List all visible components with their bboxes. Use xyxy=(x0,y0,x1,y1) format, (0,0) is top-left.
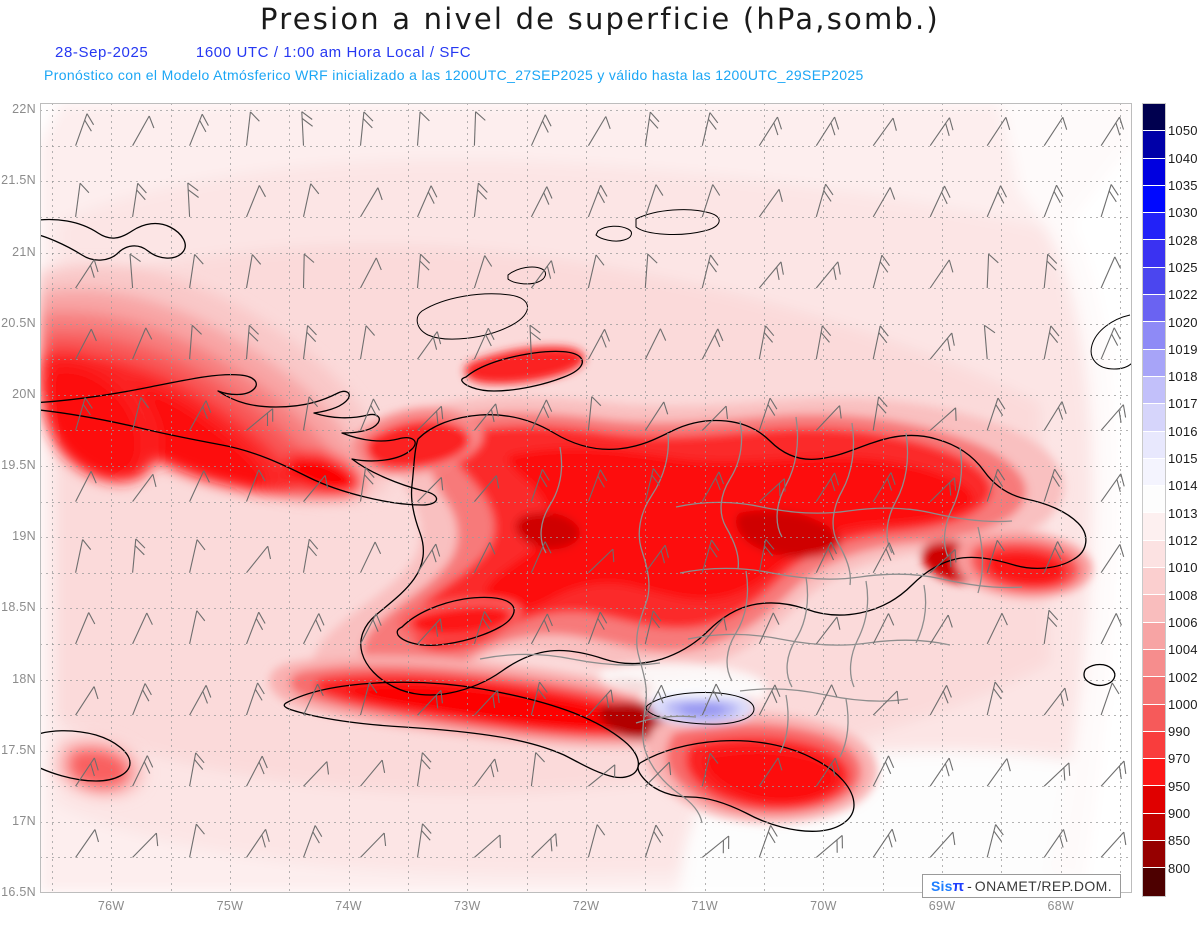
latitude-tick-label: 22N xyxy=(12,102,36,117)
latitude-tick-label: 16.5N xyxy=(1,885,36,899)
colorbar-tick-label: 900 xyxy=(1168,806,1191,822)
colorbar-tick-label: 1010 xyxy=(1168,560,1198,576)
colorbar-band xyxy=(1143,431,1165,459)
longitude-tick-label: 69W xyxy=(928,899,956,913)
agency-label: ONAMET/REP.DOM. xyxy=(974,878,1112,894)
colorbar-band xyxy=(1143,240,1165,268)
colorbar-band xyxy=(1143,868,1165,896)
colorbar-tick-label: 1020 xyxy=(1168,314,1198,330)
colorbar-band xyxy=(1143,104,1165,132)
colorbar-band xyxy=(1143,786,1165,814)
pressure-colorbar-labels: 1050 1040 1035 1030 1028 1025 1022 1020 1019 1018… xyxy=(1168,103,1200,895)
colorbar-band xyxy=(1143,131,1165,159)
colorbar-tick-label: 950 xyxy=(1168,778,1191,794)
colorbar-tick-label: 1012 xyxy=(1168,533,1198,548)
colorbar-tick-label: 1016 xyxy=(1168,423,1198,439)
colorbar-band xyxy=(1143,704,1165,732)
colorbar-tick-label: 1028 xyxy=(1168,232,1198,248)
brand-label: Sis xyxy=(931,878,953,894)
pressure-shading-layer xyxy=(40,103,1132,893)
latitude-tick-label: 17N xyxy=(12,813,36,828)
shading-svg xyxy=(40,103,1132,893)
latitude-tick-label: 18N xyxy=(12,671,36,686)
longitude-tick-label: 75W xyxy=(216,899,244,913)
colorbar-band xyxy=(1143,759,1165,787)
forecast-valid-time: 1600 UTC / 1:00 am Hora Local / SFC xyxy=(195,44,472,61)
separator-dash: - xyxy=(967,878,972,894)
latitude-tick-label: 19N xyxy=(12,529,36,544)
colorbar-band xyxy=(1143,322,1165,350)
latitude-tick-label: 17.5N xyxy=(1,742,36,757)
latitude-tick-label: 20.5N xyxy=(1,315,36,330)
colorbar-band xyxy=(1143,213,1165,241)
colorbar-band xyxy=(1143,731,1165,760)
forecast-time-line: 28-Sep-2025 1600 UTC / 1:00 am Hora Loca… xyxy=(55,44,471,61)
colorbar-tick-label: 850 xyxy=(1168,833,1191,849)
colorbar-tick-label: 970 xyxy=(1168,751,1191,767)
colorbar-tick-label: 1018 xyxy=(1168,369,1198,385)
longitude-tick-label: 76W xyxy=(97,899,125,913)
colorbar-tick-label: 1015 xyxy=(1168,451,1198,466)
longitude-tick-label: 74W xyxy=(335,899,362,913)
latitude-tick-label: 20N xyxy=(12,386,36,401)
colorbar-band xyxy=(1143,649,1165,678)
colorbar-band xyxy=(1143,404,1165,432)
colorbar-band xyxy=(1143,376,1165,405)
colorbar-tick-label: 1004 xyxy=(1168,642,1198,658)
colorbar-tick-label: 800 xyxy=(1168,860,1191,876)
colorbar-band xyxy=(1143,540,1165,569)
colorbar-band xyxy=(1143,595,1165,623)
colorbar-band xyxy=(1143,622,1165,650)
longitude-tick-label: 68W xyxy=(1047,899,1075,913)
colorbar-band xyxy=(1143,677,1165,705)
colorbar-band xyxy=(1143,568,1165,596)
colorbar-tick-label: 1017 xyxy=(1168,396,1198,412)
colorbar-tick-label: 1019 xyxy=(1168,341,1198,357)
pressure-colorbar xyxy=(1142,103,1166,897)
colorbar-tick-label: 1050 xyxy=(1168,123,1198,139)
latitude-tick-label: 18.5N xyxy=(1,600,36,615)
colorbar-tick-label: 1035 xyxy=(1168,177,1198,193)
colorbar-band xyxy=(1143,513,1165,541)
colorbar-band xyxy=(1143,813,1165,842)
colorbar-band xyxy=(1143,158,1165,186)
colorbar-tick-label: 1013 xyxy=(1168,505,1198,521)
colorbar-tick-label: 1030 xyxy=(1168,205,1198,221)
map-plot-area xyxy=(40,103,1132,893)
colorbar-tick-label: 1022 xyxy=(1168,287,1198,303)
longitude-tick-label: 72W xyxy=(572,899,600,913)
colorbar-band xyxy=(1143,295,1165,323)
model-description-line: Pronóstico con el Modelo Atmósferico WRF… xyxy=(44,67,864,83)
colorbar-band xyxy=(1143,458,1165,487)
latitude-tick-label: 21.5N xyxy=(1,173,36,188)
colorbar-band xyxy=(1143,349,1165,377)
page-title: Presion a nivel de superficie (hPa,somb.… xyxy=(260,2,940,36)
colorbar-band xyxy=(1143,841,1165,869)
colorbar-band xyxy=(1143,267,1165,296)
forecast-date: 28-Sep-2025 xyxy=(55,44,149,61)
colorbar-tick-label: 1008 xyxy=(1168,587,1198,603)
colorbar-tick-label: 1006 xyxy=(1168,614,1198,630)
longitude-tick-label: 73W xyxy=(453,899,481,913)
longitude-tick-label: 70W xyxy=(810,899,837,913)
colorbar-tick-label: 1025 xyxy=(1168,259,1198,275)
colorbar-tick-label: 1014 xyxy=(1168,478,1198,494)
colorbar-tick-label: 1002 xyxy=(1168,669,1198,685)
attribution-badge: Sis π - ONAMET/REP.DOM. xyxy=(922,874,1121,898)
colorbar-tick-label: 990 xyxy=(1168,724,1191,740)
colorbar-band xyxy=(1143,486,1165,514)
pi-icon: π xyxy=(952,877,965,895)
colorbar-tick-label: 1040 xyxy=(1168,150,1198,166)
colorbar-tick-label: 1000 xyxy=(1168,696,1198,712)
latitude-tick-label: 19.5N xyxy=(1,458,36,472)
longitude-tick-label: 71W xyxy=(691,899,718,913)
colorbar-band xyxy=(1143,185,1165,214)
latitude-tick-label: 21N xyxy=(12,244,36,259)
